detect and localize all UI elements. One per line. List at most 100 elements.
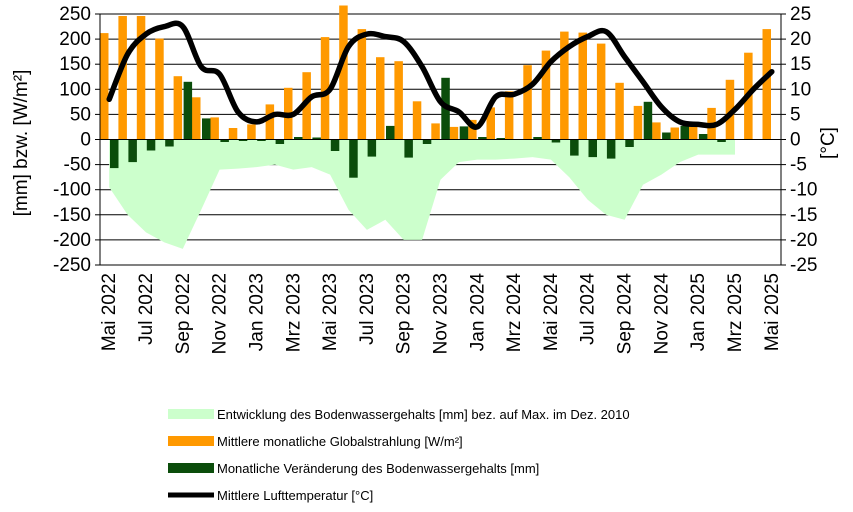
soil-change-bar (478, 137, 487, 140)
radiation-bar (247, 124, 256, 140)
radiation-bar (100, 33, 109, 140)
radiation-bar (155, 38, 164, 140)
right-tick-label: -10 (790, 180, 817, 201)
soil-change-bar (662, 132, 671, 140)
x-tick-label: Mai 2024 (541, 273, 562, 352)
soil-change-bar (551, 139, 561, 143)
x-tick-label: Mrz 2023 (283, 273, 304, 352)
soil-change-bar (146, 139, 156, 151)
right-axis-ticks: 25 20 15 10 5 0 -5 -10 -15 -20 -25 (781, 4, 817, 276)
radiation-bar (633, 105, 643, 140)
left-tick-label: 100 (59, 79, 91, 100)
legend-swatch-area (168, 409, 214, 419)
left-tick-label: 150 (59, 54, 91, 75)
x-tick-label: Sep 2022 (173, 273, 194, 354)
left-axis-ticks: 250 200 150 100 50 0 -50 -100 -150 -200 -250 (53, 4, 100, 276)
left-tick-label: -50 (64, 155, 91, 176)
x-tick-label: Jul 2024 (578, 273, 599, 345)
legend-swatch-bar (168, 436, 214, 446)
soil-change-bar (422, 139, 432, 144)
radiation-bar (578, 32, 587, 140)
radiation-bar (468, 119, 477, 140)
soil-change-bar (238, 139, 248, 141)
left-tick-label: 250 (59, 4, 91, 25)
soil-change-bar (496, 138, 505, 140)
radiation-bar (173, 76, 183, 140)
soil-water-area (109, 139, 735, 249)
radiation-bar (376, 57, 385, 140)
legend-label: Mittlere Lufttemperatur [°C] (217, 488, 373, 503)
legend-label: Entwicklung des Bodenwassergehalts [mm] … (217, 407, 630, 422)
left-tick-label: 200 (59, 29, 91, 50)
x-tick-label: Jan 2023 (246, 273, 267, 351)
right-tick-label: 25 (790, 4, 811, 25)
radiation-bar (449, 126, 459, 140)
radiation-bar (486, 107, 495, 140)
soil-change-bar (294, 137, 303, 140)
soil-change-bar (312, 137, 321, 140)
soil-change-bar (110, 139, 119, 169)
x-tick-label: Jan 2024 (467, 273, 488, 352)
soil-change-bar (606, 139, 616, 159)
soil-change-bar (588, 139, 597, 158)
x-tick-label: Jan 2025 (688, 273, 709, 351)
legend-label: Monatliche Veränderung des Bodenwasserge… (217, 461, 539, 476)
radiation-bar (357, 29, 367, 140)
right-tick-label: 20 (790, 29, 811, 50)
x-tick-label: Mai 2025 (762, 273, 783, 351)
radiation-bar (192, 97, 201, 140)
radiation-bar (339, 5, 348, 140)
radiation-bar (136, 16, 146, 140)
x-tick-label: Mai 2022 (99, 273, 120, 351)
radiation-bar (596, 43, 606, 140)
radiation-bar (302, 72, 311, 140)
radiation-bar (412, 101, 422, 140)
soil-change-bar (367, 139, 377, 157)
radiation-bar (394, 61, 403, 140)
temperature-line (106, 20, 775, 130)
x-tick-label: Mrz 2025 (725, 273, 746, 352)
x-tick-label: Sep 2024 (615, 273, 636, 355)
x-tick-label: Mai 2023 (320, 273, 341, 351)
soil-change-bar (386, 125, 395, 140)
legend: Entwicklung des Bodenwassergehalts [mm] … (168, 407, 630, 503)
x-tick-label: Nov 2023 (431, 273, 452, 354)
left-tick-label: -100 (53, 180, 91, 201)
soil-change-bar (698, 134, 708, 140)
x-axis-ticks: Mai 2022 Jul 2022 Sep 2022 Nov 2022 Jan 2023… (99, 273, 783, 355)
right-tick-label: 5 (790, 104, 801, 125)
soil-change-bar (257, 139, 266, 141)
radiation-bar (560, 31, 569, 140)
x-tick-label: Mrz 2024 (504, 273, 525, 353)
radiation-bar (652, 122, 661, 140)
left-axis-title: [mm] bzw. [W/m²] (11, 70, 32, 217)
left-tick-label: -150 (53, 205, 91, 226)
right-axis-title: [°C] (818, 127, 839, 159)
x-tick-label: Jul 2023 (357, 273, 378, 345)
radiation-bar (615, 82, 624, 140)
soil-change-bar (404, 139, 413, 158)
left-tick-label: 0 (80, 130, 91, 151)
temperature-line-series (106, 20, 775, 130)
radiation-bar (320, 37, 330, 140)
soil-change-bar (459, 126, 469, 140)
radiation-bar (118, 16, 127, 140)
soil-change-bar (533, 137, 542, 140)
radiation-bar (431, 123, 440, 140)
x-tick-label: Nov 2024 (651, 273, 672, 355)
right-tick-label: -25 (790, 255, 817, 276)
soil-change-bar (183, 81, 193, 140)
soil-change-bar (680, 125, 689, 140)
left-tick-label: -250 (53, 255, 91, 276)
soil-change-bar (717, 139, 726, 142)
radiation-bar (265, 104, 275, 140)
radiation-bar (762, 29, 771, 140)
soil-change-bar (570, 139, 579, 156)
soil-change-bar (220, 139, 229, 142)
soil-change-bar (349, 139, 358, 178)
right-tick-label: 0 (790, 130, 801, 151)
radiation-bar (523, 65, 532, 140)
radiation-bar (725, 79, 735, 140)
soil-change-bar (128, 139, 137, 163)
left-tick-label: 50 (70, 104, 91, 125)
